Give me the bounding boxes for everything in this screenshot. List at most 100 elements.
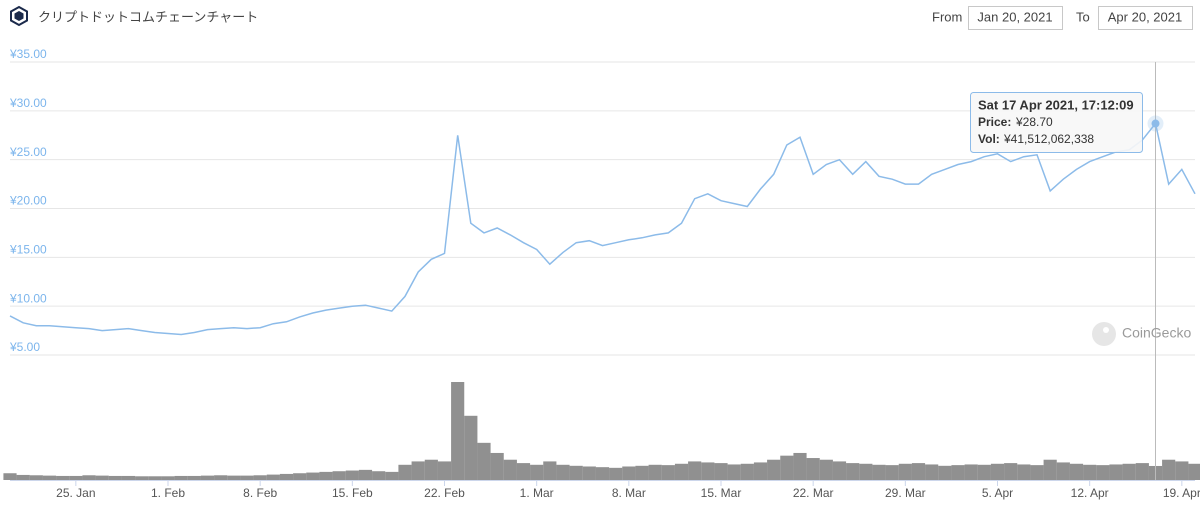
volume-bar xyxy=(688,461,702,480)
volume-bar xyxy=(595,467,610,480)
plot: ¥5.00 ¥10.00 ¥15.00 ¥20.00 ¥25.00 ¥30.00 ¥35.0… xyxy=(3,47,1200,500)
tooltip-price-label: Price: xyxy=(978,115,1011,129)
volume-bar xyxy=(1122,463,1136,480)
logo-inner xyxy=(14,11,24,21)
volume-bar xyxy=(859,463,873,480)
to-label: To xyxy=(1076,9,1090,24)
volume-bar xyxy=(16,474,30,480)
volume-bar xyxy=(56,475,70,480)
volume-bar xyxy=(332,471,346,480)
volume-bar xyxy=(609,467,623,480)
volume-bar xyxy=(530,464,544,480)
volume-bar xyxy=(622,466,636,480)
volume-bar xyxy=(780,455,794,480)
volume-bar xyxy=(872,464,886,480)
x-tick-label: 29. Mar xyxy=(885,486,926,500)
volume-bar xyxy=(806,458,820,480)
x-tick-label: 15. Mar xyxy=(701,486,742,500)
volume-bar xyxy=(674,463,689,480)
y-tick-label: ¥35.00 xyxy=(9,47,47,61)
volume-bar xyxy=(345,470,359,480)
volume-bar xyxy=(214,475,228,480)
volume-bar xyxy=(372,471,386,480)
volume-bar xyxy=(95,475,109,480)
volume-bar xyxy=(701,462,715,480)
y-tick-label: ¥15.00 xyxy=(9,243,47,257)
volume-bar xyxy=(964,464,978,480)
volume-bar xyxy=(135,476,149,480)
volume-bar xyxy=(1096,465,1110,480)
volume-bar xyxy=(635,465,649,480)
from-label: From xyxy=(932,9,962,24)
x-tick-label: 1. Feb xyxy=(151,486,185,500)
volume-bar xyxy=(3,473,17,480)
volume-bar xyxy=(727,464,741,480)
y-tick-label: ¥10.00 xyxy=(9,291,47,305)
volume-bar xyxy=(819,459,833,480)
volume-bar xyxy=(253,475,267,480)
volume-bar xyxy=(306,472,320,480)
volume-bar xyxy=(121,475,136,480)
y-tick-label: ¥25.00 xyxy=(9,145,47,159)
volume-bar xyxy=(161,476,175,480)
from-value[interactable]: Jan 20, 2021 xyxy=(977,9,1052,24)
volume-bar xyxy=(29,475,43,480)
volume-bar xyxy=(424,459,438,480)
volume-bar xyxy=(977,464,991,480)
volume-bar xyxy=(240,475,254,480)
x-tick-label: 12. Apr xyxy=(1071,486,1109,500)
to-input[interactable] xyxy=(1098,6,1193,30)
volume-bar xyxy=(714,463,728,480)
volume-bar xyxy=(82,475,96,480)
volume-bar xyxy=(200,475,215,480)
tooltip-vol-label: Vol: xyxy=(978,132,1000,146)
volume-bar xyxy=(148,476,162,480)
volume-bar xyxy=(319,471,333,480)
volume-bar xyxy=(1083,464,1097,480)
volume-bar xyxy=(569,465,583,480)
volume-bar xyxy=(293,473,307,480)
volume-bar xyxy=(490,452,504,480)
volume-bar xyxy=(1162,459,1176,480)
volume-bar xyxy=(767,459,781,480)
x-tick-label: 15. Feb xyxy=(332,486,373,500)
tooltip-price: ¥28.70 xyxy=(1015,115,1053,129)
volume-bar xyxy=(1135,463,1149,480)
volume-bar xyxy=(543,461,557,480)
volume-bar xyxy=(740,463,754,480)
watermark: CoinGecko xyxy=(1122,325,1191,341)
volume-bar xyxy=(464,415,478,480)
volume-bar xyxy=(938,465,952,480)
volume-bar xyxy=(885,465,899,480)
volume-bar xyxy=(1030,465,1044,480)
volume-bar xyxy=(174,475,188,480)
volume-bar xyxy=(187,475,201,480)
y-tick-label: ¥20.00 xyxy=(9,194,47,208)
volume-bar xyxy=(1109,464,1123,480)
volume-bar xyxy=(911,463,926,480)
volume-bar xyxy=(42,475,57,480)
to-value[interactable]: Apr 20, 2021 xyxy=(1108,9,1182,24)
volume-bar xyxy=(753,462,768,480)
volume-bar xyxy=(1069,463,1084,480)
tooltip-box xyxy=(970,92,1143,153)
x-tick-label: 1. Mar xyxy=(520,486,554,500)
volume-bar xyxy=(69,475,83,480)
volume-bar xyxy=(1175,461,1189,480)
x-tick-label: 22. Feb xyxy=(424,486,465,500)
volume-bar xyxy=(951,465,965,480)
y-tick-label: ¥30.00 xyxy=(9,96,47,110)
volume-bar xyxy=(925,464,939,480)
volume-bar xyxy=(990,463,1005,480)
volume-bar xyxy=(266,474,280,480)
volume-bar xyxy=(451,382,465,480)
volume-bar xyxy=(437,461,452,480)
volume-bar xyxy=(477,442,491,480)
x-tick-label: 8. Mar xyxy=(612,486,646,500)
watermark-icon xyxy=(1092,322,1116,346)
volume-bar xyxy=(516,463,531,480)
price-line xyxy=(9,121,1196,336)
volume-bar xyxy=(279,473,294,480)
from-input[interactable] xyxy=(968,6,1063,30)
